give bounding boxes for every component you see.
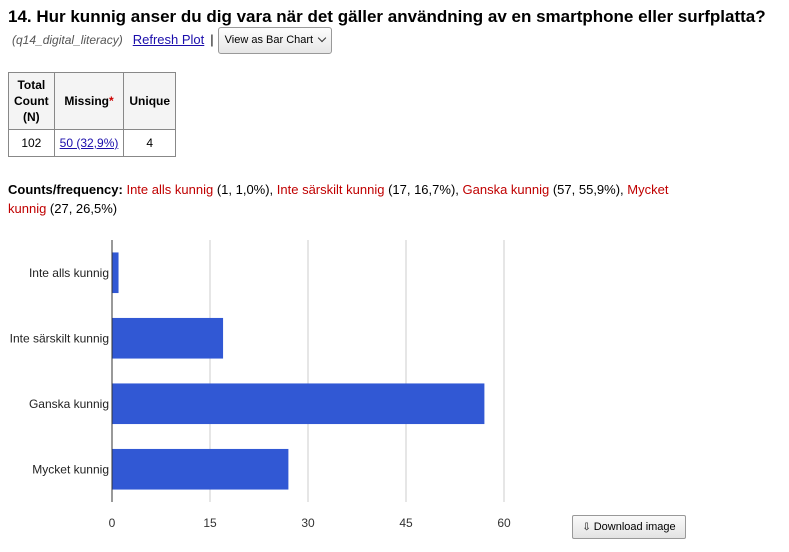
category-label: Mycket kunnig	[32, 462, 109, 476]
unique-value: 4	[123, 129, 177, 157]
chevron-down-icon	[317, 33, 327, 43]
bar	[112, 383, 485, 425]
missing-link[interactable]: 50 (32,9%)	[59, 136, 119, 150]
header-total-count: Total Count (N)	[8, 72, 55, 130]
x-tick-label: 60	[497, 516, 511, 530]
header-unique: Unique	[123, 72, 177, 130]
total-count-value: 102	[8, 129, 55, 157]
category-label: Ganska kunnig	[29, 397, 109, 411]
counts-frequency-label: Counts/frequency:	[8, 182, 123, 197]
download-image-button[interactable]: ⇩ Download image	[572, 515, 686, 539]
required-asterisk: *	[109, 94, 114, 108]
x-tick-label: 0	[109, 516, 116, 530]
bar-chart: 0 15 30 45 60 Inte alls kunnig Inte särskilt k…	[10, 240, 511, 530]
question-header: 14. Hur kunnig anser du dig vara när det…	[8, 6, 778, 54]
view-as-select-label: View as Bar Chart	[224, 34, 314, 46]
x-tick-label: 45	[399, 516, 413, 530]
counts-frequency: Counts/frequency: Inte alls kunnig (1, 1…	[8, 180, 708, 218]
variable-name: (q14_digital_literacy)	[12, 33, 123, 47]
question-title: 14. Hur kunnig anser du dig vara när det…	[8, 6, 778, 54]
refresh-plot-link[interactable]: Refresh Plot	[132, 32, 205, 47]
category-label: Inte särskilt kunnig	[10, 331, 109, 345]
question-title-text: 14. Hur kunnig anser du dig vara när det…	[8, 7, 766, 26]
x-tick-label: 15	[203, 516, 217, 530]
bar	[112, 252, 119, 294]
freq-item-0: Inte alls kunnig (1, 1,0%),	[126, 182, 277, 197]
freq-item-2: Ganska kunnig (57, 55,9%),	[462, 182, 628, 197]
download-image-label: Download image	[593, 521, 676, 533]
x-tick-label: 30	[301, 516, 315, 530]
freq-item-1: Inte särskilt kunnig (17, 16,7%),	[276, 182, 463, 197]
view-as-select[interactable]: View as Bar Chart	[217, 27, 333, 54]
category-label: Inte alls kunnig	[29, 266, 109, 280]
separator: |	[210, 32, 214, 47]
download-icon: ⇩	[582, 521, 591, 533]
freq-item-3: Mycket kunnig (27, 26,5%)	[8, 182, 669, 216]
stats-table: Total Count (N) Missing* Unique 102 50 (32…	[8, 72, 177, 157]
header-missing: Missing*	[53, 72, 125, 130]
bar	[112, 448, 289, 490]
bar	[112, 317, 224, 359]
missing-cell: 50 (32,9%)	[53, 129, 125, 157]
